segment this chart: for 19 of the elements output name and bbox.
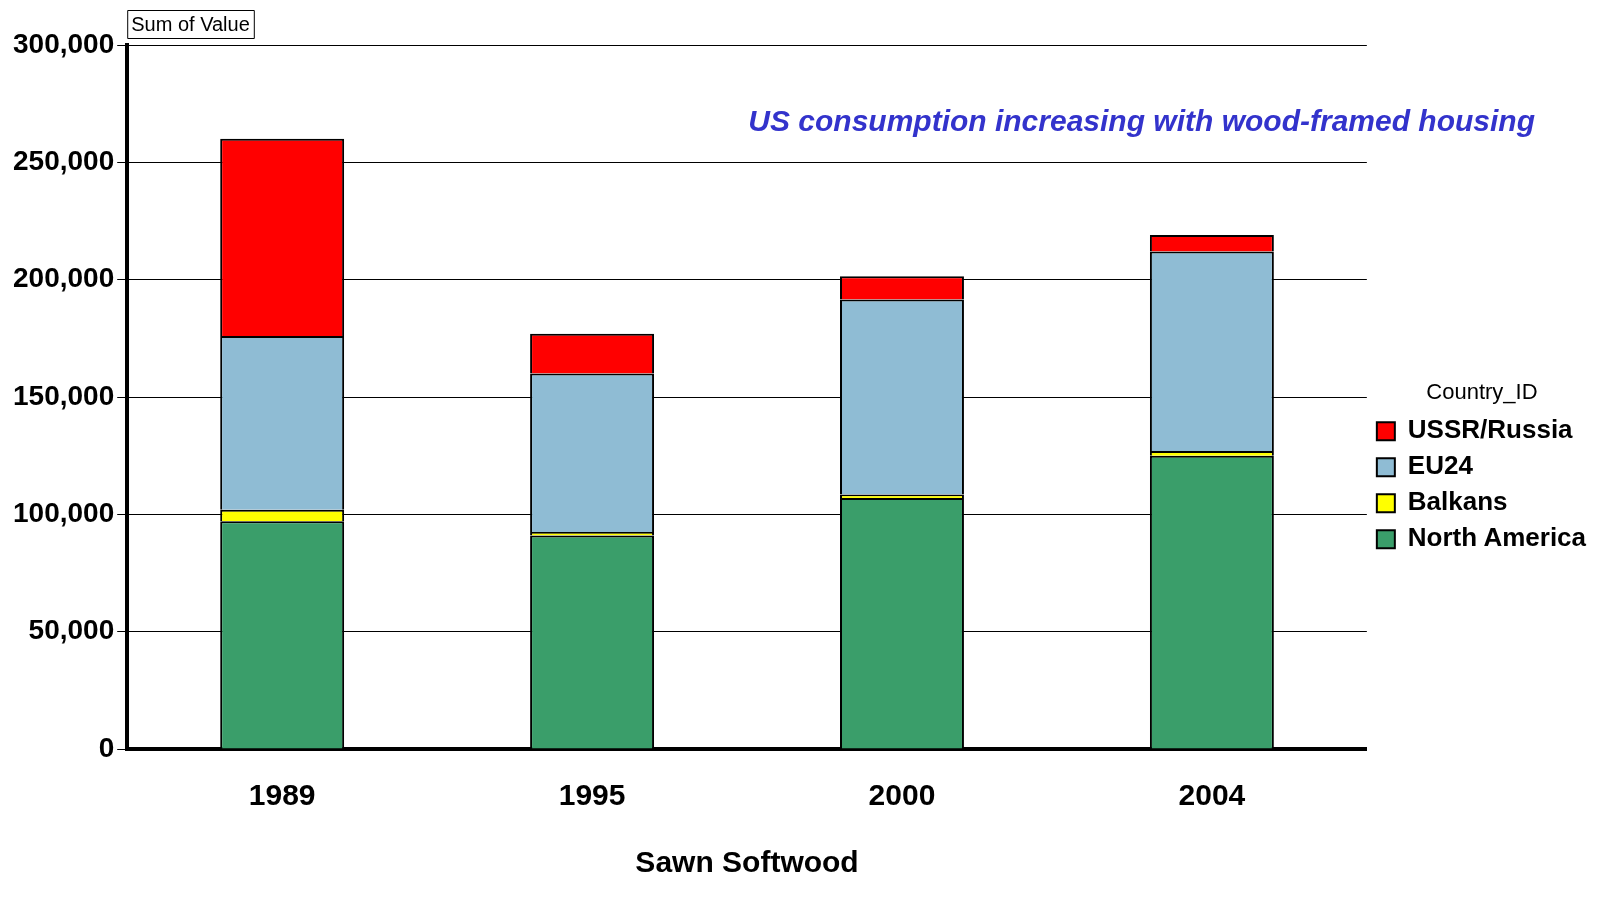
legend-title: Country_ID <box>1426 378 1538 404</box>
y-tick-label: 100,000 <box>12 497 115 529</box>
x-tick-label: 1989 <box>248 778 316 812</box>
x-axis-title: Sawn Softwood <box>635 845 859 879</box>
y-tick-label: 150,000 <box>12 379 115 411</box>
y-tick-label: 300,000 <box>12 27 115 59</box>
y-tick-label: 50,000 <box>28 614 115 646</box>
legend-label: USSR/Russia <box>1407 414 1574 445</box>
x-tick-label: 2000 <box>868 778 936 812</box>
legend-label: North America <box>1407 522 1587 553</box>
text: Sum of Value <box>131 12 250 35</box>
y-tick-label: 200,000 <box>12 262 115 294</box>
x-tick-label: 1995 <box>558 778 626 812</box>
x-tick-label: 2004 <box>1178 778 1246 812</box>
legend-label: Balkans <box>1407 486 1508 517</box>
legend-label: EU24 <box>1407 450 1474 481</box>
annotation: US consumption increasing with wood-framed housing <box>748 104 1535 138</box>
y-tick-label: 250,000 <box>12 145 115 177</box>
y-tick-label: 0 <box>98 731 115 763</box>
